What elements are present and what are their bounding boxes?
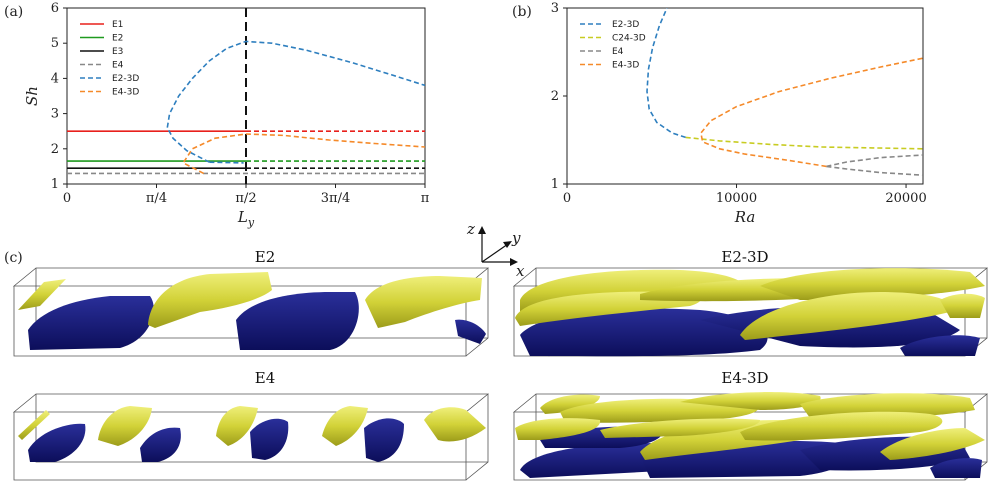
panel-label-c: (c) [4, 250, 23, 266]
series-group [67, 8, 425, 184]
x-tick-label: π [421, 191, 430, 206]
render-e4 [12, 393, 490, 481]
y-tick-label: 1 [551, 177, 559, 192]
series-line-e2-3d [166, 40, 425, 163]
render-title-e2-3d: E2-3D [721, 248, 768, 266]
series-line-e2-3d [209, 161, 244, 164]
chart-b: 0 10000 20000 1 2 3 Ra E2-3D C24-3D E4 E4-3D [551, 1, 927, 226]
y-tick-label: 2 [551, 89, 559, 104]
legend-label: E2-3D [112, 74, 139, 84]
x-tick-label: 0 [563, 191, 571, 206]
legend: E1 E2 E3 E4 E2-3D E4-3D [80, 20, 139, 98]
series-group [646, 8, 923, 176]
render-e4-3d [512, 392, 989, 481]
legend-label: E2 [112, 34, 123, 44]
chart-a: 0 π/4 π/2 3π/4 π 1 2 3 4 5 6 Ly Sh E1 E2 E3 E4 E2-3D E4-3D [23, 1, 430, 229]
axes-triad: z y x [466, 220, 525, 280]
panel-label-a: (a) [4, 4, 23, 20]
axis-y-label: y [511, 229, 521, 247]
series-line-e4-3d [700, 57, 923, 168]
y-tick-label: 3 [551, 1, 559, 16]
render-e2-3d [512, 267, 989, 357]
y-tick-label: 4 [51, 71, 59, 86]
render-title-e4-3d: E4-3D [721, 369, 768, 387]
x-tick-label: 10000 [716, 191, 757, 206]
x-tick-label: 20000 [885, 191, 926, 206]
x-tick-label: π/4 [146, 191, 167, 206]
y-tick-label: 3 [51, 107, 59, 122]
legend-label: E4 [112, 61, 124, 71]
series-line-e2-3d [646, 8, 686, 139]
x-tick-label: 0 [63, 191, 71, 206]
x-axis-label: Ly [237, 208, 255, 229]
series-line-e4-3d [182, 133, 425, 175]
panel-label-b: (b) [512, 4, 532, 20]
series-line-c24-3d [685, 136, 923, 150]
x-tick-label: π/2 [235, 191, 256, 206]
legend-label: C24-3D [612, 34, 646, 44]
legend-label: E2-3D [612, 20, 639, 30]
x-tick-label: 3π/4 [321, 191, 350, 206]
legend-label: E4-3D [612, 61, 639, 71]
legend: E2-3D C24-3D E4 E4-3D [580, 20, 646, 71]
legend-label: E4 [612, 47, 624, 57]
x-axis-label: Ra [734, 208, 756, 226]
render-e2 [12, 267, 490, 357]
axis-z-label: z [466, 220, 475, 238]
axis-x-label: x [516, 262, 525, 280]
y-axis-label: Sh [23, 86, 41, 106]
series-line-e4 [826, 165, 923, 176]
y-tick-label: 1 [51, 177, 59, 192]
legend-label: E1 [112, 20, 123, 30]
legend-label: E4-3D [112, 88, 139, 98]
render-title-e2: E2 [255, 248, 276, 266]
series-line-e4 [826, 154, 923, 168]
y-tick-label: 6 [51, 1, 59, 16]
render-title-e4: E4 [255, 369, 276, 387]
y-tick-label: 5 [51, 36, 59, 51]
y-tick-label: 2 [51, 142, 59, 157]
legend-label: E3 [112, 47, 123, 57]
